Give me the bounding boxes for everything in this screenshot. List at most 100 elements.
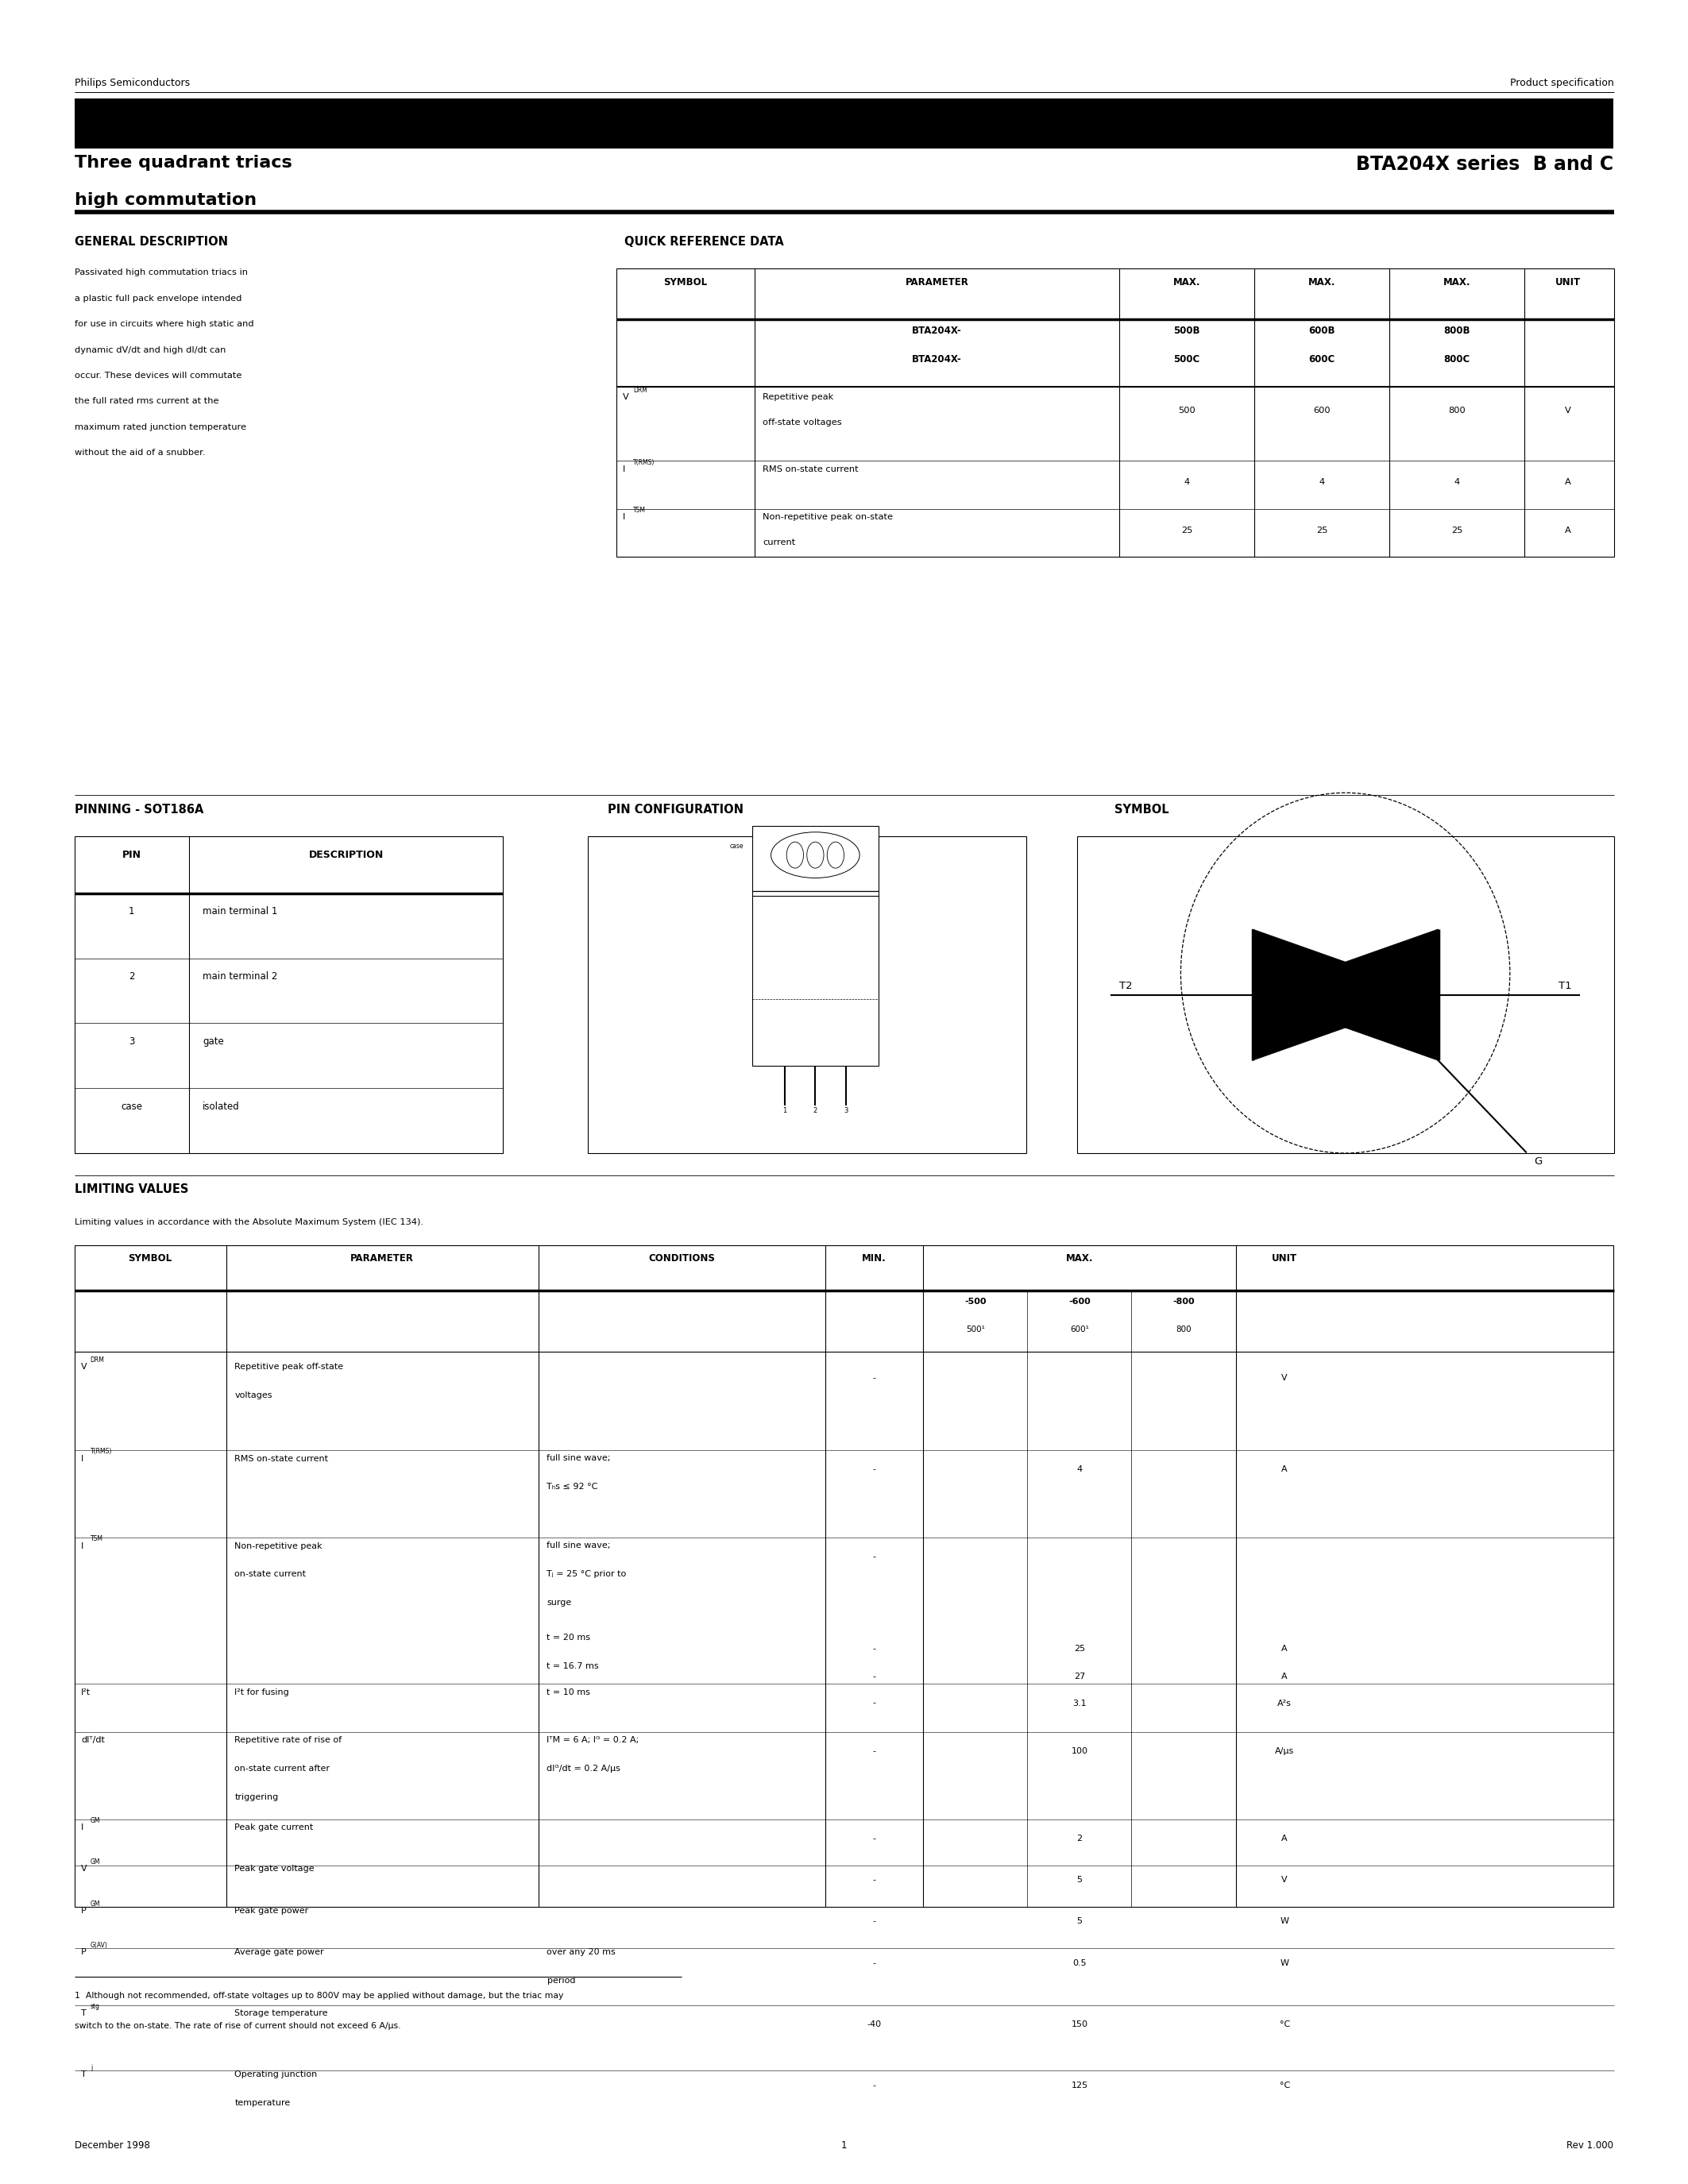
Text: dynamic dV/dt and high dI/dt can: dynamic dV/dt and high dI/dt can bbox=[74, 345, 226, 354]
Ellipse shape bbox=[787, 843, 803, 869]
Text: 600: 600 bbox=[1313, 406, 1330, 415]
Text: LIMITING VALUES: LIMITING VALUES bbox=[74, 1184, 187, 1195]
Text: G: G bbox=[1534, 1158, 1543, 1166]
Text: 500: 500 bbox=[1178, 406, 1195, 415]
Text: 150: 150 bbox=[1072, 2020, 1087, 2029]
Text: 600C: 600C bbox=[1308, 354, 1335, 365]
Text: 1: 1 bbox=[128, 906, 135, 917]
Text: 3: 3 bbox=[844, 1107, 847, 1114]
Text: BTA204X-: BTA204X- bbox=[912, 354, 962, 365]
Text: over any 20 ms: over any 20 ms bbox=[547, 1948, 616, 1957]
Text: on-state current after: on-state current after bbox=[235, 1765, 329, 1773]
Text: V: V bbox=[81, 1363, 88, 1372]
Text: °C: °C bbox=[1280, 2081, 1290, 2090]
Text: 5: 5 bbox=[1077, 1876, 1082, 1885]
Text: T(RMS): T(RMS) bbox=[633, 459, 655, 465]
Text: 100: 100 bbox=[1072, 1747, 1087, 1756]
Text: Tⱼ = 25 °C prior to: Tⱼ = 25 °C prior to bbox=[547, 1570, 626, 1579]
Text: UNIT: UNIT bbox=[1555, 277, 1582, 288]
Text: full sine wave;: full sine wave; bbox=[547, 1455, 611, 1463]
Text: 1: 1 bbox=[783, 1107, 787, 1114]
Text: period: period bbox=[547, 1977, 576, 1985]
Text: case: case bbox=[122, 1101, 142, 1112]
Text: T1: T1 bbox=[1558, 981, 1572, 992]
Text: SYMBOL: SYMBOL bbox=[128, 1254, 172, 1265]
Text: SYMBOL: SYMBOL bbox=[1114, 804, 1168, 815]
Text: -: - bbox=[873, 1374, 876, 1382]
Text: Operating junction: Operating junction bbox=[235, 2070, 317, 2079]
Text: -: - bbox=[873, 2081, 876, 2090]
Text: -: - bbox=[873, 1918, 876, 1926]
Text: case: case bbox=[729, 843, 743, 850]
Text: GM: GM bbox=[91, 1900, 100, 1907]
Text: 2: 2 bbox=[1077, 1835, 1082, 1843]
Text: 800B: 800B bbox=[1443, 325, 1470, 336]
Text: V: V bbox=[1281, 1876, 1288, 1885]
Text: V: V bbox=[1281, 1374, 1288, 1382]
Text: PIN: PIN bbox=[122, 850, 142, 860]
Text: -: - bbox=[873, 1465, 876, 1474]
Text: 4: 4 bbox=[1077, 1465, 1082, 1474]
Text: off-state voltages: off-state voltages bbox=[763, 419, 842, 426]
Text: -600: -600 bbox=[1069, 1297, 1090, 1306]
Text: surge: surge bbox=[547, 1599, 572, 1607]
Text: stg: stg bbox=[91, 2003, 100, 2009]
Text: -: - bbox=[873, 1553, 876, 1562]
Text: 500C: 500C bbox=[1173, 354, 1200, 365]
Text: Product specification: Product specification bbox=[1509, 79, 1614, 87]
Text: 2: 2 bbox=[128, 972, 135, 981]
Text: j: j bbox=[91, 2064, 93, 2070]
Text: G(AV): G(AV) bbox=[91, 1942, 108, 1948]
Text: Philips Semiconductors: Philips Semiconductors bbox=[74, 79, 189, 87]
Text: -40: -40 bbox=[868, 2020, 881, 2029]
Text: 3.1: 3.1 bbox=[1072, 1699, 1087, 1708]
Text: t = 16.7 ms: t = 16.7 ms bbox=[547, 1662, 599, 1671]
Text: December 1998: December 1998 bbox=[74, 2140, 150, 2151]
Text: A: A bbox=[1565, 526, 1572, 535]
Text: 600B: 600B bbox=[1308, 325, 1335, 336]
Text: A: A bbox=[1281, 1835, 1288, 1843]
Text: 4: 4 bbox=[1183, 478, 1190, 487]
Text: isolated: isolated bbox=[203, 1101, 240, 1112]
Text: high commutation: high commutation bbox=[74, 192, 257, 207]
Text: 600¹: 600¹ bbox=[1070, 1326, 1089, 1334]
Text: dIᴳ/dt = 0.2 A/μs: dIᴳ/dt = 0.2 A/μs bbox=[547, 1765, 621, 1773]
Text: BTA204X series  B and C: BTA204X series B and C bbox=[1355, 155, 1614, 175]
Text: DESCRIPTION: DESCRIPTION bbox=[309, 850, 383, 860]
Text: t = 10 ms: t = 10 ms bbox=[547, 1688, 591, 1697]
Text: main terminal 1: main terminal 1 bbox=[203, 906, 277, 917]
Ellipse shape bbox=[771, 832, 859, 878]
Text: for use in circuits where high static and: for use in circuits where high static an… bbox=[74, 321, 253, 328]
Text: TSM: TSM bbox=[633, 507, 647, 513]
Text: PARAMETER: PARAMETER bbox=[351, 1254, 414, 1265]
Text: -: - bbox=[873, 1876, 876, 1885]
Text: 4: 4 bbox=[1318, 478, 1325, 487]
Ellipse shape bbox=[827, 843, 844, 869]
Bar bbox=[753, 891, 878, 1066]
Text: MAX.: MAX. bbox=[1308, 277, 1335, 288]
Text: Repetitive peak: Repetitive peak bbox=[763, 393, 834, 402]
Text: I: I bbox=[81, 1824, 84, 1832]
Text: 800: 800 bbox=[1448, 406, 1465, 415]
Text: A: A bbox=[1281, 1645, 1288, 1653]
Text: T: T bbox=[81, 2009, 86, 2018]
Text: W: W bbox=[1280, 1918, 1290, 1926]
Text: Rev 1.000: Rev 1.000 bbox=[1566, 2140, 1614, 2151]
Text: I: I bbox=[81, 1542, 84, 1551]
Text: MAX.: MAX. bbox=[1065, 1254, 1094, 1265]
Text: PIN CONFIGURATION: PIN CONFIGURATION bbox=[608, 804, 743, 815]
Text: QUICK REFERENCE DATA: QUICK REFERENCE DATA bbox=[625, 236, 783, 247]
Text: -500: -500 bbox=[964, 1297, 986, 1306]
Text: 3: 3 bbox=[128, 1037, 135, 1046]
Text: Non-repetitive peak: Non-repetitive peak bbox=[235, 1542, 322, 1551]
Text: Peak gate power: Peak gate power bbox=[235, 1907, 309, 1915]
Text: V: V bbox=[81, 1865, 88, 1874]
Text: T(RMS): T(RMS) bbox=[91, 1448, 111, 1455]
Text: I²t: I²t bbox=[81, 1688, 91, 1697]
Text: 1: 1 bbox=[841, 2140, 847, 2151]
Text: without the aid of a snubber.: without the aid of a snubber. bbox=[74, 450, 204, 456]
Text: °C: °C bbox=[1280, 2020, 1290, 2029]
Text: 500B: 500B bbox=[1173, 325, 1200, 336]
Text: 25: 25 bbox=[1317, 526, 1327, 535]
Text: 4: 4 bbox=[1453, 478, 1460, 487]
